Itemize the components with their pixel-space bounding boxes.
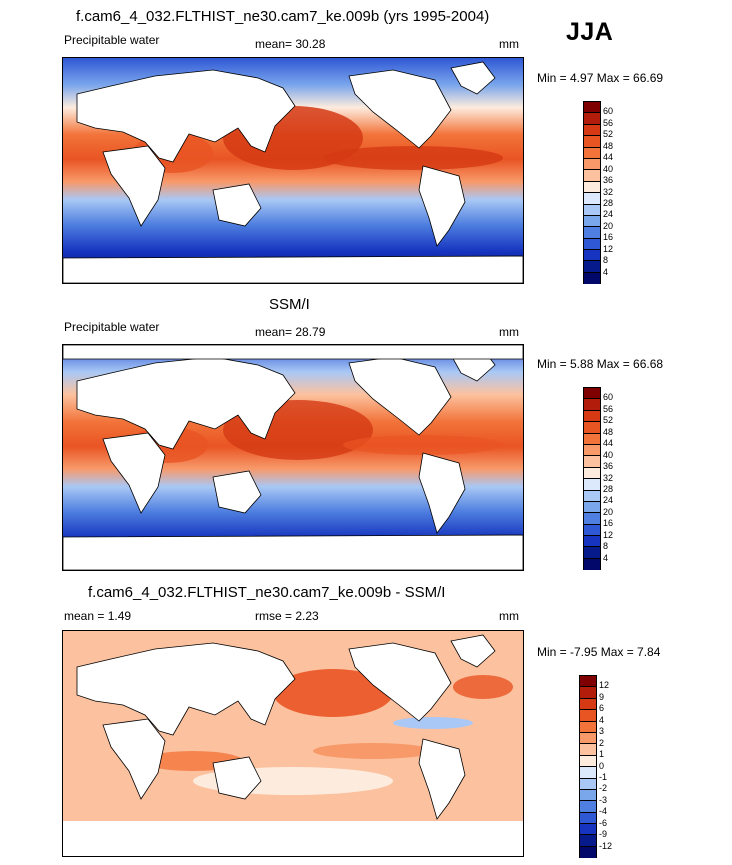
panel-1-units: mm bbox=[499, 37, 519, 51]
colorbar-tick-label: -1 bbox=[599, 771, 608, 782]
panel-3-rmse: rmse = 2.23 bbox=[255, 609, 319, 623]
panel-3-units: mm bbox=[499, 609, 519, 623]
colorbar-tick-label: 20 bbox=[603, 506, 614, 517]
colorbar-tick-label: -9 bbox=[599, 829, 608, 840]
colorbar-tick-label: 3 bbox=[599, 726, 605, 737]
panel-3-title: f.cam6_4_032.FLTHIST_ne30.cam7_ke.009b -… bbox=[88, 584, 446, 601]
colorbar-tick-label: 40 bbox=[603, 163, 614, 174]
panel-1-mean: mean= 30.28 bbox=[255, 37, 326, 51]
colorbar-tick-label: 20 bbox=[603, 220, 614, 231]
colorbar-tick-label: 32 bbox=[603, 472, 614, 483]
panel-2-minmax: Min = 5.88 Max = 66.68 bbox=[537, 357, 664, 371]
colorbar-tick-label: 12 bbox=[603, 529, 614, 540]
colorbar-tick-label: 0 bbox=[599, 760, 605, 771]
colorbar-tick-label: 8 bbox=[603, 541, 609, 552]
colorbar-tick-label: 52 bbox=[603, 415, 614, 426]
colorbar-tick-label: 56 bbox=[603, 403, 614, 414]
colorbar-tick-label: -2 bbox=[599, 783, 608, 794]
panel-1-variable-label: Precipitable water bbox=[64, 33, 160, 47]
panel-2-coastlines bbox=[63, 345, 523, 570]
colorbar-tick-label: 28 bbox=[603, 197, 614, 208]
colorbar-tick-label: 60 bbox=[603, 392, 614, 403]
panel-2-title: SSM/I bbox=[269, 296, 310, 313]
colorbar-tick-label: 4 bbox=[603, 552, 609, 563]
colorbar-tick-label: 60 bbox=[603, 106, 614, 117]
colorbar-tick-label: 4 bbox=[599, 714, 605, 725]
colorbar-tick-label: 28 bbox=[603, 483, 614, 494]
colorbar-tick-label: 12 bbox=[599, 680, 610, 691]
panel-1-colorbar bbox=[583, 101, 601, 285]
panel-1-map bbox=[62, 57, 524, 284]
colorbar-tick-label: -3 bbox=[599, 794, 608, 805]
panel-2-map bbox=[62, 344, 524, 571]
panel-3-minmax: Min = -7.95 Max = 7.84 bbox=[537, 645, 661, 659]
colorbar-tick-label: 4 bbox=[603, 266, 609, 277]
panel-3-mean: mean = 1.49 bbox=[64, 609, 132, 623]
colorbar-tick-label: -4 bbox=[599, 806, 608, 817]
colorbar-tick-label: 36 bbox=[603, 461, 614, 472]
colorbar-tick-label: 9 bbox=[599, 691, 605, 702]
panel-1-title: f.cam6_4_032.FLTHIST_ne30.cam7_ke.009b (… bbox=[76, 8, 490, 25]
colorbar-tick-label: 12 bbox=[603, 243, 614, 254]
colorbar-tick-label: 24 bbox=[603, 495, 614, 506]
panel-3-map bbox=[62, 630, 524, 857]
panel-3-colorbar bbox=[579, 675, 597, 859]
colorbar-tick-label: 8 bbox=[603, 255, 609, 266]
panel-1-minmax: Min = 4.97 Max = 66.69 bbox=[537, 71, 664, 85]
colorbar-tick-label: 16 bbox=[603, 232, 614, 243]
colorbar-tick-label: 16 bbox=[603, 518, 614, 529]
colorbar-tick-label: 56 bbox=[603, 117, 614, 128]
colorbar-tick-label: 44 bbox=[603, 438, 614, 449]
season-label: JJA bbox=[566, 18, 614, 46]
panel-2-variable-label: Precipitable water bbox=[64, 320, 160, 334]
colorbar-tick-label: 24 bbox=[603, 209, 614, 220]
panel-2-mean: mean= 28.79 bbox=[255, 325, 326, 339]
panel-2-units: mm bbox=[499, 325, 519, 339]
colorbar-tick-label: 32 bbox=[603, 186, 614, 197]
panel-2-colorbar bbox=[583, 387, 601, 571]
colorbar-tick-label: 48 bbox=[603, 140, 614, 151]
colorbar-tick-label: -12 bbox=[599, 840, 613, 851]
colorbar-tick-label: 6 bbox=[599, 703, 605, 714]
colorbar-tick-label: 52 bbox=[603, 129, 614, 140]
colorbar-tick-label: 48 bbox=[603, 426, 614, 437]
colorbar-tick-label: 1 bbox=[599, 749, 605, 760]
colorbar-tick-label: 40 bbox=[603, 449, 614, 460]
colorbar-tick-label: -6 bbox=[599, 817, 608, 828]
panel-3-coastlines bbox=[76, 634, 496, 820]
colorbar-tick-label: 44 bbox=[603, 152, 614, 163]
colorbar-tick-label: 36 bbox=[603, 175, 614, 186]
panel-1-coastlines bbox=[63, 61, 523, 283]
colorbar-tick-label: 2 bbox=[599, 737, 605, 748]
